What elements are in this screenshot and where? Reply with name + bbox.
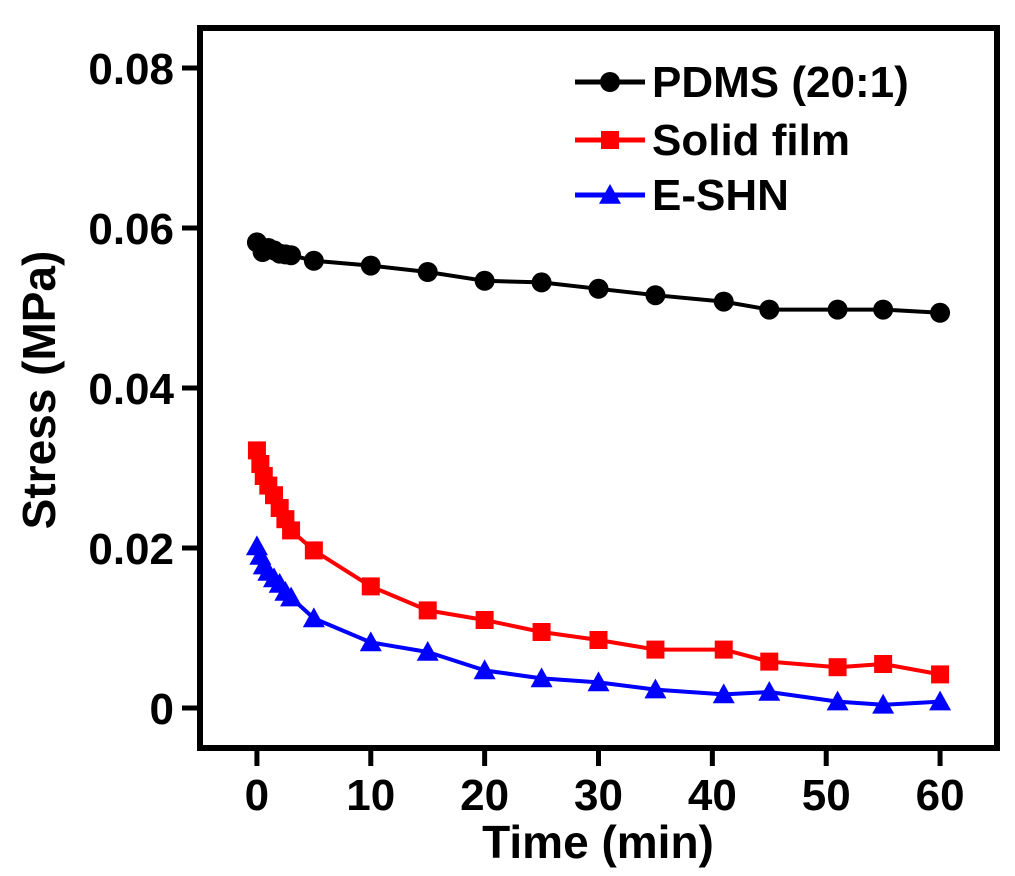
x-axis-label: Time (min)	[482, 816, 714, 868]
data-point	[713, 291, 734, 312]
data-point	[589, 631, 608, 649]
data-point	[929, 690, 952, 711]
data-point	[760, 652, 779, 671]
x-tick-label: 20	[460, 771, 509, 820]
x-tick-label: 40	[688, 771, 737, 820]
legend-item: E-SHN	[575, 171, 789, 220]
data-point	[302, 607, 325, 628]
data-point	[532, 623, 551, 641]
data-point	[587, 671, 610, 692]
data-point	[644, 678, 667, 699]
data-point	[359, 631, 382, 652]
y-tick-label: 0.04	[88, 365, 174, 414]
data-point	[361, 577, 380, 596]
data-point	[530, 667, 553, 688]
series-3	[245, 535, 952, 714]
legend-marker	[600, 72, 620, 92]
legend-item: Solid film	[575, 116, 850, 165]
data-point	[712, 683, 735, 704]
data-point	[588, 278, 609, 299]
data-point	[416, 641, 439, 661]
legend-item: PDMS (20:1)	[575, 58, 909, 107]
data-point	[874, 655, 893, 673]
data-point	[758, 681, 781, 701]
data-point	[872, 693, 895, 714]
data-point	[714, 640, 733, 659]
data-point	[417, 262, 438, 282]
legend-label: PDMS (20:1)	[652, 58, 909, 107]
legend-label: E-SHN	[652, 171, 789, 220]
data-point	[645, 285, 666, 306]
y-axis-label: Stress (MPa)	[13, 251, 65, 530]
y-tick-label: 0.06	[88, 205, 174, 254]
data-point	[930, 302, 951, 323]
y-tick-label: 0	[150, 685, 174, 734]
x-tick-label: 50	[802, 771, 851, 820]
x-tick-label: 0	[245, 771, 269, 820]
y-axis: 0 0.02 0.04 0.06 0.08	[88, 45, 200, 734]
data-point	[646, 640, 665, 659]
data-point	[280, 586, 303, 607]
y-tick-label: 0.02	[88, 525, 174, 574]
data-point	[360, 255, 381, 276]
legend-marker	[601, 131, 619, 149]
x-tick-label: 60	[916, 771, 965, 820]
data-point	[531, 272, 552, 293]
data-point	[473, 659, 496, 680]
data-point	[281, 245, 302, 266]
legend-marker	[599, 184, 621, 204]
data-point	[282, 521, 301, 540]
series-1	[246, 232, 951, 323]
data-point	[931, 665, 950, 684]
data-point	[826, 690, 849, 711]
legend-label: Solid film	[652, 116, 850, 165]
data-point	[475, 611, 494, 629]
data-point	[303, 250, 324, 271]
series-layer	[245, 232, 952, 714]
y-tick-label: 0.08	[88, 45, 174, 94]
x-tick-label: 10	[346, 771, 395, 820]
data-point	[247, 441, 266, 460]
x-axis: 0 10 20 30 40 50 60	[245, 748, 965, 820]
legend: PDMS (20:1) Solid film E-SHN	[575, 58, 909, 220]
data-point	[827, 299, 848, 320]
x-tick-label: 30	[574, 771, 623, 820]
data-point	[873, 299, 894, 320]
data-point	[418, 601, 437, 620]
data-point	[474, 270, 495, 291]
data-point	[304, 541, 323, 560]
data-point	[828, 658, 847, 677]
series-2	[247, 441, 950, 684]
data-point	[759, 299, 780, 320]
